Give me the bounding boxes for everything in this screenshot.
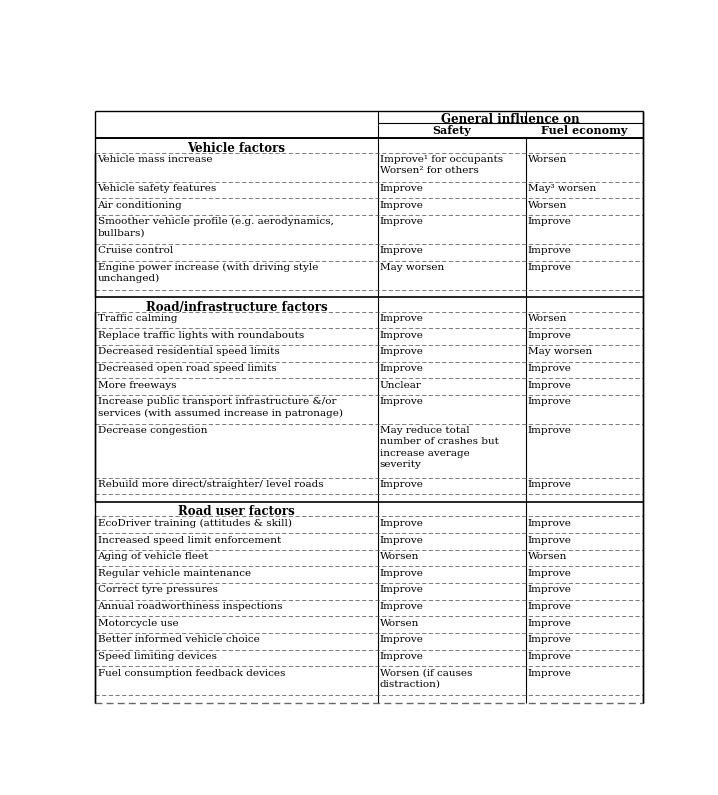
Text: May worsen: May worsen	[380, 263, 444, 272]
Text: Traffic calming: Traffic calming	[98, 314, 177, 324]
Text: Vehicle safety features: Vehicle safety features	[98, 184, 217, 193]
Text: Correct tyre pressures: Correct tyre pressures	[98, 585, 218, 595]
Text: Unclear: Unclear	[380, 381, 421, 390]
Text: Increased speed limit enforcement: Increased speed limit enforcement	[98, 536, 281, 545]
Text: Engine power increase (with driving style
unchanged): Engine power increase (with driving styl…	[98, 263, 318, 283]
Text: Improve: Improve	[380, 480, 424, 489]
Text: Improve: Improve	[528, 569, 572, 578]
Text: Improve: Improve	[528, 426, 572, 436]
Text: More freeways: More freeways	[98, 381, 176, 390]
Text: Improve: Improve	[528, 263, 572, 272]
Text: Improve: Improve	[380, 602, 424, 611]
Text: Aging of vehicle fleet: Aging of vehicle fleet	[98, 553, 209, 561]
Text: Road user factors: Road user factors	[178, 506, 295, 518]
Text: Improve: Improve	[380, 246, 424, 255]
Text: Improve: Improve	[528, 602, 572, 611]
Text: Improve: Improve	[380, 635, 424, 645]
Text: Worsen (if causes
distraction): Worsen (if causes distraction)	[380, 669, 472, 688]
Text: Speed limiting devices: Speed limiting devices	[98, 652, 216, 661]
Text: Improve: Improve	[380, 585, 424, 595]
Text: Improve: Improve	[380, 217, 424, 227]
Text: Air conditioning: Air conditioning	[98, 200, 182, 210]
Text: Worsen: Worsen	[380, 553, 419, 561]
Text: Improve: Improve	[380, 519, 424, 528]
Text: Improve: Improve	[380, 398, 424, 406]
Text: EcoDriver training (attitudes & skill): EcoDriver training (attitudes & skill)	[98, 519, 292, 528]
Text: Vehicle factors: Vehicle factors	[187, 142, 286, 154]
Text: Annual roadworthiness inspections: Annual roadworthiness inspections	[98, 602, 283, 611]
Text: May reduce total
number of crashes but
increase average
severity: May reduce total number of crashes but i…	[380, 426, 499, 469]
Text: Improve: Improve	[380, 364, 424, 373]
Text: May worsen: May worsen	[528, 347, 592, 356]
Text: Improve: Improve	[380, 347, 424, 356]
Text: Improve: Improve	[528, 246, 572, 255]
Text: Improve: Improve	[528, 652, 572, 661]
Text: Improve: Improve	[528, 398, 572, 406]
Text: Vehicle mass increase: Vehicle mass increase	[98, 155, 213, 164]
Text: Improve: Improve	[528, 480, 572, 489]
Text: Cruise control: Cruise control	[98, 246, 173, 255]
Text: Replace traffic lights with roundabouts: Replace traffic lights with roundabouts	[98, 331, 304, 339]
Text: Improve: Improve	[380, 314, 424, 324]
Text: Worsen: Worsen	[528, 553, 567, 561]
Text: Smoother vehicle profile (e.g. aerodynamics,
bullbars): Smoother vehicle profile (e.g. aerodynam…	[98, 217, 333, 238]
Text: Worsen: Worsen	[528, 200, 567, 210]
Text: Worsen: Worsen	[380, 619, 419, 628]
Text: Improve: Improve	[528, 585, 572, 595]
Text: Worsen: Worsen	[528, 155, 567, 164]
Text: May³ worsen: May³ worsen	[528, 184, 596, 193]
Text: Decreased open road speed limits: Decreased open road speed limits	[98, 364, 276, 373]
Text: Improve: Improve	[528, 331, 572, 339]
Text: Improve: Improve	[528, 635, 572, 645]
Text: Road/infrastructure factors: Road/infrastructure factors	[146, 301, 327, 313]
Text: Improve: Improve	[380, 331, 424, 339]
Text: Decrease congestion: Decrease congestion	[98, 426, 207, 436]
Text: Improve: Improve	[528, 381, 572, 390]
Text: Rebuild more direct/straighter/ level roads: Rebuild more direct/straighter/ level ro…	[98, 480, 323, 489]
Text: Improve: Improve	[380, 200, 424, 210]
Text: Decreased residential speed limits: Decreased residential speed limits	[98, 347, 279, 356]
Text: Improve: Improve	[528, 669, 572, 677]
Text: Fuel consumption feedback devices: Fuel consumption feedback devices	[98, 669, 285, 677]
Text: Improve: Improve	[528, 217, 572, 227]
Text: Improve: Improve	[528, 619, 572, 628]
Text: Improve: Improve	[380, 184, 424, 193]
Text: Safety: Safety	[432, 126, 471, 137]
Text: Improve: Improve	[380, 536, 424, 545]
Text: Improve: Improve	[528, 536, 572, 545]
Text: Motorcycle use: Motorcycle use	[98, 619, 178, 628]
Text: Improve¹ for occupants
Worsen² for others: Improve¹ for occupants Worsen² for other…	[380, 155, 503, 175]
Text: Better informed vehicle choice: Better informed vehicle choice	[98, 635, 259, 645]
Text: General influence on: General influence on	[441, 113, 580, 126]
Text: Improve: Improve	[380, 652, 424, 661]
Text: Increase public transport infrastructure &/or
services (with assumed increase in: Increase public transport infrastructure…	[98, 398, 342, 417]
Text: Regular vehicle maintenance: Regular vehicle maintenance	[98, 569, 251, 578]
Text: Improve: Improve	[528, 519, 572, 528]
Text: Fuel economy: Fuel economy	[541, 126, 628, 137]
Text: Improve: Improve	[528, 364, 572, 373]
Text: Improve: Improve	[380, 569, 424, 578]
Text: Worsen: Worsen	[528, 314, 567, 324]
